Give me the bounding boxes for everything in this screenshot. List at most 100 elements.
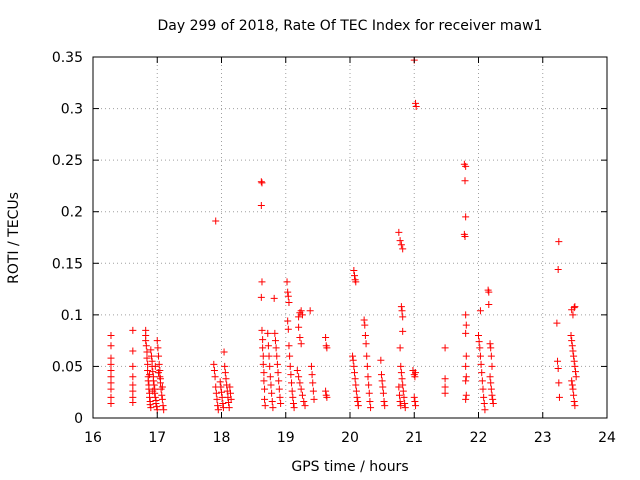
data-point xyxy=(259,336,267,344)
data-point xyxy=(260,369,268,377)
data-point xyxy=(478,369,486,377)
data-point xyxy=(273,360,281,368)
data-point xyxy=(309,387,317,395)
data-point xyxy=(266,373,274,381)
data-point xyxy=(398,307,406,315)
data-point xyxy=(553,319,561,327)
data-point xyxy=(569,347,577,355)
data-point xyxy=(397,402,405,410)
data-point xyxy=(257,293,265,301)
data-point xyxy=(395,391,403,399)
data-point xyxy=(301,402,309,410)
data-point xyxy=(475,331,482,339)
data-point xyxy=(569,385,577,393)
data-point xyxy=(210,360,218,368)
data-point xyxy=(480,393,488,401)
data-point xyxy=(298,311,306,319)
data-point xyxy=(271,337,279,345)
data-point xyxy=(309,379,317,387)
data-point xyxy=(220,348,228,356)
x-tick-label: 23 xyxy=(534,430,552,446)
data-point xyxy=(143,354,151,362)
data-point xyxy=(259,344,267,352)
y-tick-label: 0.05 xyxy=(52,359,83,375)
data-point xyxy=(287,371,295,379)
data-point xyxy=(568,337,576,345)
data-point xyxy=(286,352,294,360)
data-point xyxy=(397,241,405,249)
chart-title: Day 299 of 2018, Rate Of TEC Index for r… xyxy=(158,18,543,34)
data-point xyxy=(488,391,496,399)
data-point xyxy=(380,397,388,405)
data-point xyxy=(214,402,222,410)
data-point xyxy=(377,356,385,364)
data-point xyxy=(288,379,296,387)
data-point xyxy=(570,304,578,312)
data-point xyxy=(147,346,155,354)
data-point xyxy=(275,377,283,385)
data-point xyxy=(107,354,115,362)
data-point xyxy=(486,373,494,381)
data-point xyxy=(129,399,137,407)
data-point xyxy=(400,393,408,401)
data-point xyxy=(143,348,151,356)
data-point xyxy=(142,342,150,350)
y-tick-label: 0 xyxy=(74,411,83,427)
data-point xyxy=(221,369,229,377)
data-point xyxy=(381,402,389,410)
data-point xyxy=(572,368,580,376)
data-point xyxy=(147,404,155,412)
data-point xyxy=(364,373,372,381)
data-point xyxy=(107,342,115,350)
data-point xyxy=(462,395,470,403)
data-point xyxy=(350,362,358,370)
data-point xyxy=(399,381,407,389)
data-point xyxy=(401,400,409,408)
data-point xyxy=(441,383,449,391)
data-point xyxy=(412,103,420,111)
data-point xyxy=(268,389,276,397)
data-point xyxy=(264,342,272,350)
data-point xyxy=(129,387,137,395)
data-point xyxy=(554,364,562,372)
data-point xyxy=(293,367,301,375)
data-point xyxy=(487,344,495,352)
data-point xyxy=(152,400,160,408)
data-point xyxy=(259,360,267,368)
data-point xyxy=(480,400,488,408)
x-tick-label: 17 xyxy=(148,430,166,446)
data-point xyxy=(284,325,292,333)
data-point xyxy=(257,178,265,186)
data-point xyxy=(296,379,304,387)
data-point xyxy=(476,307,484,315)
data-point xyxy=(210,367,218,375)
data-point xyxy=(367,404,375,412)
x-tick-label: 16 xyxy=(84,430,102,446)
data-point xyxy=(555,393,563,401)
data-point xyxy=(216,378,224,386)
data-point xyxy=(307,362,315,370)
data-point xyxy=(144,360,152,368)
data-point xyxy=(395,383,403,391)
data-point xyxy=(485,301,493,309)
y-tick-label: 0.15 xyxy=(52,256,83,272)
data-point xyxy=(399,327,407,335)
data-point xyxy=(399,245,407,253)
data-point xyxy=(285,298,293,306)
data-point xyxy=(275,385,283,393)
data-point xyxy=(276,393,284,401)
data-point xyxy=(570,352,578,360)
data-point xyxy=(308,371,316,379)
data-point xyxy=(554,265,562,273)
data-point xyxy=(149,387,157,395)
data-point xyxy=(462,362,470,370)
data-point xyxy=(107,367,115,375)
data-point xyxy=(268,397,276,405)
y-tick-label: 0.35 xyxy=(52,50,83,66)
data-point xyxy=(365,389,373,397)
data-point xyxy=(555,238,563,246)
data-point xyxy=(144,367,152,375)
data-point xyxy=(353,393,361,401)
data-point xyxy=(306,307,314,315)
data-point xyxy=(571,402,579,410)
